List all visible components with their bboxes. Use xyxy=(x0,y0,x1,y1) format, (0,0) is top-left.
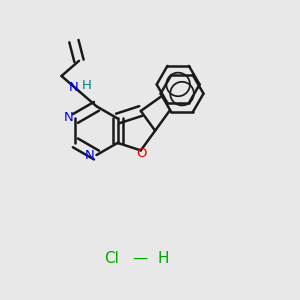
Text: N: N xyxy=(64,111,74,124)
Text: —: — xyxy=(132,251,147,266)
Text: H: H xyxy=(158,251,169,266)
Text: N: N xyxy=(85,149,95,162)
Text: O: O xyxy=(137,148,147,160)
Text: Cl: Cl xyxy=(104,251,119,266)
Text: H: H xyxy=(82,79,92,92)
Text: N: N xyxy=(68,81,78,94)
